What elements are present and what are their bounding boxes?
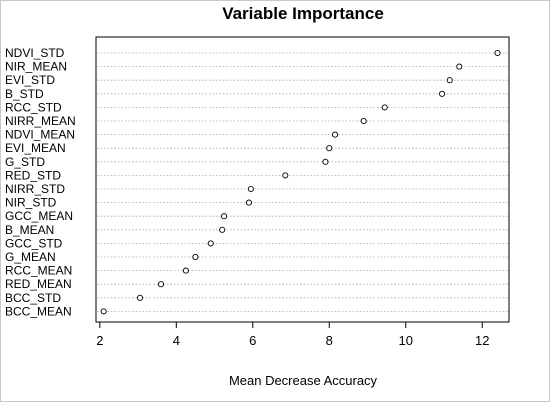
data-point (207, 240, 214, 247)
category-label: B_MEAN (5, 223, 54, 237)
category-label: RED_MEAN (5, 277, 72, 291)
category-label: EVI_MEAN (5, 141, 66, 155)
data-point (245, 199, 253, 206)
data-point (247, 185, 254, 193)
data-point (157, 281, 165, 288)
category-label: NIRR_MEAN (5, 114, 76, 128)
category-label: NDVI_STD (5, 46, 65, 60)
category-label: BCC_MEAN (5, 304, 72, 318)
data-point (192, 253, 199, 261)
x-axis: 2 4 6 8 10 12 (96, 322, 489, 348)
grid-lines (97, 52, 508, 312)
data-points (100, 49, 501, 315)
category-label: NDVI_MEAN (5, 128, 75, 142)
category-label: G_STD (5, 155, 45, 169)
data-point (456, 63, 463, 70)
category-label: RCC_STD (5, 100, 62, 114)
x-tick-label: 8 (326, 333, 333, 348)
chart-title: Variable Importance (222, 4, 384, 23)
data-point (282, 172, 289, 179)
plot-area-border (95, 36, 510, 323)
category-label: NIR_STD (5, 196, 57, 210)
category-label: NIR_MEAN (5, 60, 67, 74)
data-point (219, 226, 226, 233)
category-label: BCC_STD (5, 291, 61, 305)
category-label: RED_STD (5, 168, 61, 182)
category-label: NIRR_STD (5, 182, 65, 196)
data-point (100, 308, 107, 315)
data-point (331, 131, 339, 138)
category-labels: NDVI_STDNIR_MEANEVI_STDB_STDRCC_STDNIRR_… (5, 46, 76, 318)
category-label: RCC_MEAN (5, 264, 72, 278)
data-point (494, 49, 501, 57)
data-point (439, 90, 446, 97)
data-point (182, 267, 189, 274)
x-tick-label: 10 (399, 333, 413, 348)
x-tick-label: 2 (96, 333, 103, 348)
category-label: GCC_MEAN (5, 209, 73, 223)
category-label: B_STD (5, 87, 44, 101)
data-point (221, 213, 228, 220)
data-point (360, 117, 367, 125)
data-point (446, 77, 453, 84)
category-label: EVI_STD (5, 73, 55, 87)
data-point (136, 294, 144, 301)
data-point (381, 104, 388, 111)
data-point (326, 145, 333, 152)
data-point (322, 158, 329, 165)
x-axis-label: Mean Decrease Accuracy (229, 373, 378, 388)
category-label: G_MEAN (5, 250, 56, 264)
category-label: GCC_STD (5, 236, 63, 250)
x-tick-label: 4 (173, 333, 180, 348)
x-tick-label: 12 (475, 333, 489, 348)
x-tick-label: 6 (249, 333, 256, 348)
